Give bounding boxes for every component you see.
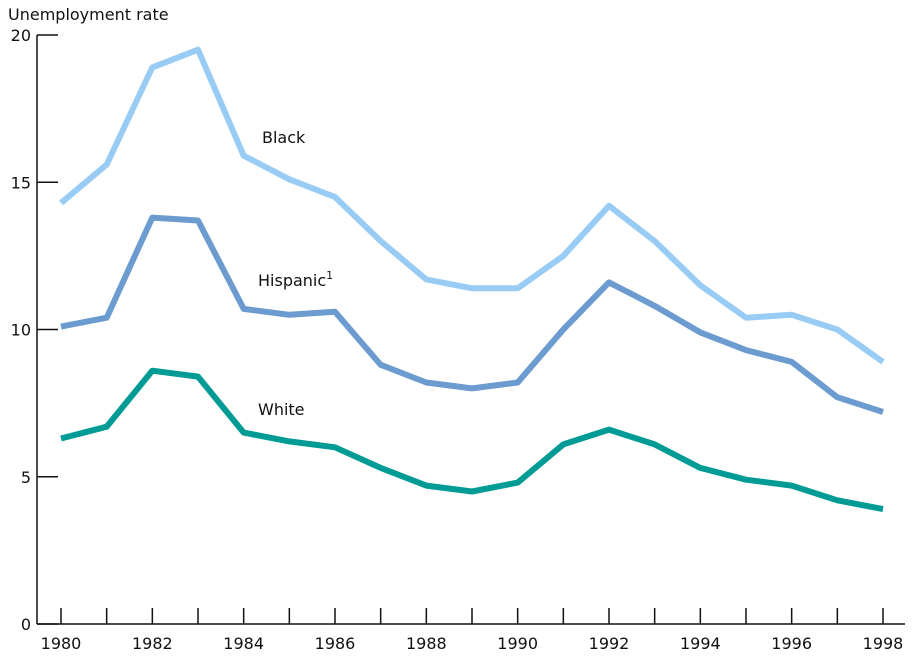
series-line-hispanic (60, 214, 884, 415)
x-tick-label: 1982 (132, 634, 173, 653)
x-tick-label: 1988 (406, 634, 447, 653)
series-labels: Black Hispanic1 White (258, 128, 333, 419)
series-label-black: Black (262, 128, 306, 147)
series-line-white (60, 367, 884, 513)
series-label-hispanic: Hispanic1 (258, 269, 333, 290)
y-tick-label: 20 (11, 26, 31, 45)
series-label-footnote: 1 (326, 269, 333, 282)
x-tick-label: 1996 (771, 634, 812, 653)
series-line-black (59, 46, 885, 365)
y-tick-label: 10 (11, 321, 31, 340)
y-tick-label: 0 (21, 615, 31, 634)
y-axis-label: Unemployment rate (8, 5, 169, 24)
axes: 0 5 10 15 20 1980 1982 1984 1986 1988 1990 1992 1994… (11, 26, 905, 653)
x-tick-label: 1994 (680, 634, 721, 653)
x-tick-label: 1980 (41, 634, 82, 653)
y-tick-label: 5 (21, 468, 31, 487)
series-lines (59, 46, 885, 513)
x-tick-label: 1986 (315, 634, 356, 653)
series-label-white: White (258, 400, 305, 419)
x-tick-label: 1990 (497, 634, 538, 653)
x-tick-label: 1992 (589, 634, 630, 653)
x-tick-label: 1984 (223, 634, 264, 653)
x-tick-label: 1998 (863, 634, 904, 653)
y-tick-label: 15 (11, 173, 31, 192)
